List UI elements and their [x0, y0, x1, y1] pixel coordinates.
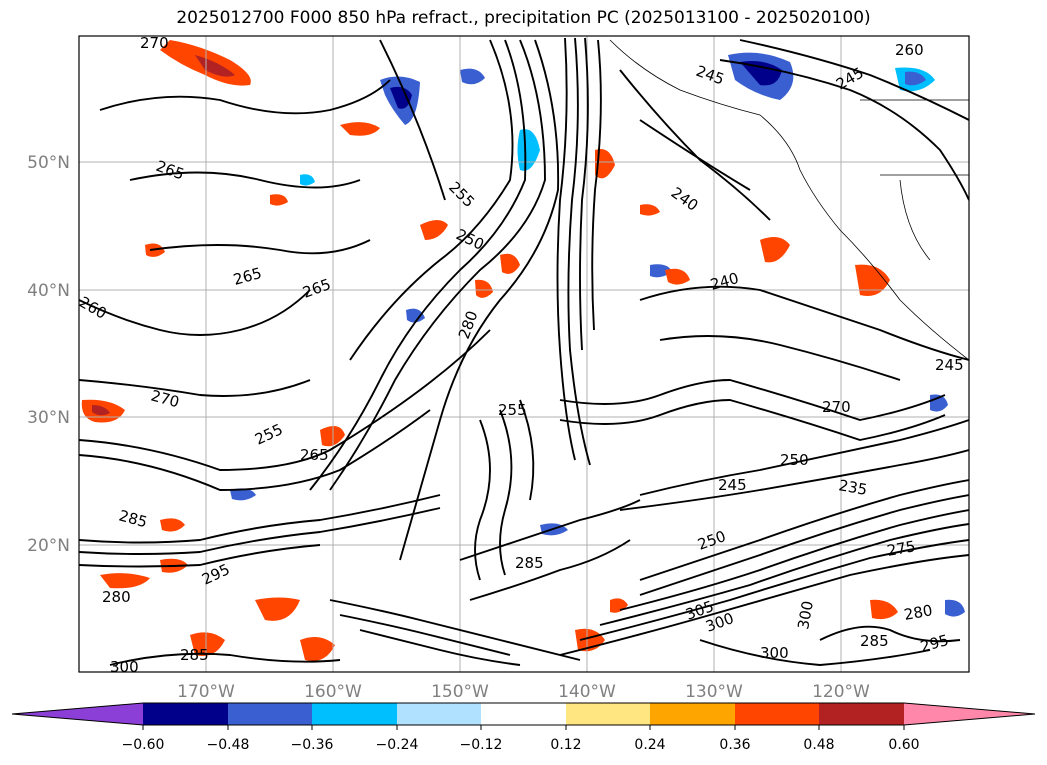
refractivity-contours	[79, 37, 969, 666]
colorbar-segment	[312, 703, 397, 725]
contour-label: 300	[110, 658, 139, 676]
colorbar-segment	[397, 703, 481, 725]
contour-label: 265	[300, 446, 329, 464]
colorbar-segment	[650, 703, 735, 725]
map-plot-area: 270 265 255 250 245 240 265 260 265 270 …	[79, 34, 969, 676]
map-title: 2025012700 F000 850 hPa refract., precip…	[176, 8, 871, 28]
colorbar-segment	[819, 703, 904, 725]
map-frame	[78, 35, 970, 673]
contour-label: 300	[760, 644, 789, 662]
colorbar-tick-label: −0.24	[376, 737, 419, 753]
contour-label: 270	[822, 398, 851, 416]
contour-label: 285	[860, 632, 889, 650]
colorbar-tick-label: 0.12	[550, 737, 581, 753]
contour-label: 250	[780, 451, 809, 469]
lon-label: 150°W	[431, 682, 489, 702]
colorbar-tick-label: −0.48	[207, 737, 250, 753]
contour-label: 270	[140, 34, 169, 52]
contour-label: 275	[886, 537, 917, 560]
colorbar-tick-label: 0.24	[634, 737, 665, 753]
colorbar-tick-label: −0.60	[122, 737, 165, 753]
colorbar-segment	[904, 703, 1035, 725]
contour-label: 260	[895, 41, 924, 59]
latitude-labels: 50°N 40°N 30°N 20°N	[27, 153, 70, 556]
lon-label: 130°W	[685, 682, 743, 702]
coastlines	[609, 39, 969, 361]
colorbar-segment	[566, 703, 650, 725]
colorbar-segment	[12, 703, 143, 725]
colorbar-segment	[228, 703, 312, 725]
precipitation-shading	[81, 40, 965, 661]
lon-label: 140°W	[558, 682, 616, 702]
contour-label: 255	[498, 401, 527, 419]
colorbar: −0.60 −0.48 −0.36 −0.24 −0.12 0.12 0.24 …	[11, 702, 1036, 753]
colorbar-segment	[735, 703, 819, 725]
contour-label: 300	[794, 599, 817, 630]
colorbar-tick-label: −0.36	[291, 737, 334, 753]
contour-label: 280	[102, 588, 131, 606]
lon-label: 160°W	[304, 682, 362, 702]
lon-label: 170°W	[177, 682, 235, 702]
colorbar-segment	[143, 703, 228, 725]
colorbar-ticks	[142, 725, 905, 730]
contour-label: 245	[718, 476, 747, 494]
colorbar-tick-labels: −0.60 −0.48 −0.36 −0.24 −0.12 0.12 0.24 …	[122, 737, 920, 753]
colorbar-tick-label: 0.36	[719, 737, 750, 753]
colorbar-tick-label: 0.60	[888, 737, 919, 753]
lat-label: 40°N	[27, 281, 70, 301]
colorbar-segment	[481, 703, 566, 725]
longitude-labels: 170°W 160°W 150°W 140°W 130°W 120°W	[177, 682, 870, 702]
colorbar-tick-label: −0.12	[460, 737, 503, 753]
lat-label: 30°N	[27, 408, 70, 428]
colorbar-tick-label: 0.48	[803, 737, 834, 753]
lat-label: 50°N	[27, 153, 70, 173]
contour-label: 285	[180, 646, 209, 664]
lat-label: 20°N	[27, 536, 70, 556]
contour-label: 285	[515, 554, 544, 572]
lon-label: 120°W	[812, 682, 870, 702]
contour-label: 235	[837, 476, 868, 499]
contour-label: 245	[935, 356, 964, 374]
contour-label: 280	[903, 601, 934, 624]
